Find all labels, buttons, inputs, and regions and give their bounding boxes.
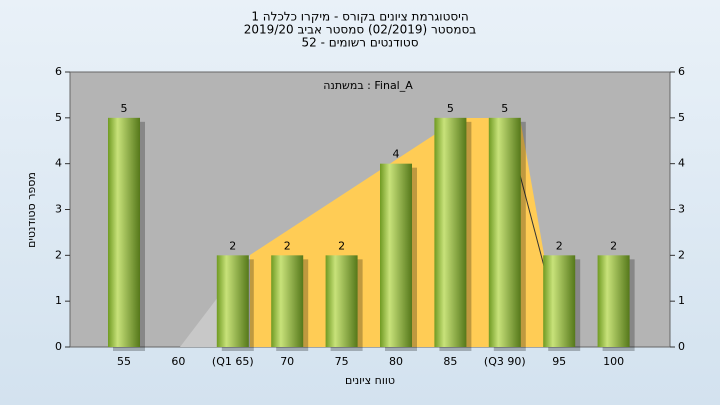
- y2-tick-label: 1: [678, 294, 685, 307]
- data-label: 5: [447, 102, 454, 115]
- bar: [434, 117, 467, 347]
- y2-tick-label: 3: [678, 203, 685, 216]
- x-tick-label: (Q3 90): [484, 355, 526, 368]
- x-tick-label: 100: [603, 355, 624, 368]
- data-label: 5: [121, 102, 128, 115]
- x-tick-label: 80: [389, 355, 403, 368]
- data-label: 2: [338, 239, 345, 252]
- bar: [380, 163, 412, 347]
- decline-line: [519, 174, 546, 271]
- bar: [488, 117, 521, 347]
- y-tick-label: 3: [55, 203, 62, 216]
- data-label: 2: [610, 239, 617, 252]
- y-tick-label: 0: [55, 340, 62, 353]
- y-axis-label: מספר סטודנטים: [25, 172, 38, 248]
- y2-tick-label: 6: [678, 65, 685, 78]
- y2-tick-label: 5: [678, 111, 685, 124]
- x-tick-label: 95: [552, 355, 566, 368]
- bar: [216, 255, 249, 347]
- data-label: 2: [229, 239, 236, 252]
- bar: [597, 255, 630, 347]
- y-tick-label: 5: [55, 111, 62, 124]
- bar: [271, 255, 304, 347]
- title-line: בסמסטר (02/2019) סמסטר אביב 2019/20: [244, 23, 476, 37]
- y-tick-label: 4: [55, 157, 62, 170]
- title-line: סטודנטים רשומים - 52: [301, 36, 418, 50]
- y-tick-label: 2: [55, 248, 62, 261]
- bar: [325, 255, 358, 347]
- x-tick-label: 60: [171, 355, 185, 368]
- bar: [543, 255, 576, 347]
- bar: [108, 117, 140, 347]
- title-line: היסטוגרמת ציונים בקורס - מיקרו כלכלה 1: [251, 10, 468, 24]
- data-label: 5: [501, 102, 508, 115]
- x-tick-label: 70: [280, 355, 294, 368]
- data-label: 2: [556, 239, 563, 252]
- y-tick-label: 6: [55, 65, 62, 78]
- y2-tick-label: 4: [678, 157, 685, 170]
- x-tick-label: 85: [443, 355, 457, 368]
- y2-tick-label: 0: [678, 340, 685, 353]
- x-tick-label: 55: [117, 355, 131, 368]
- x-tick-label: 75: [335, 355, 349, 368]
- data-label: 2: [284, 239, 291, 252]
- x-axis-label: טווח ציונים: [345, 374, 395, 387]
- y2-tick-label: 2: [678, 248, 685, 261]
- data-label: 4: [393, 148, 400, 161]
- x-tick-label: (Q1 65): [212, 355, 254, 368]
- annotation: במשתנה : Final_A: [323, 79, 413, 92]
- y-tick-label: 1: [55, 294, 62, 307]
